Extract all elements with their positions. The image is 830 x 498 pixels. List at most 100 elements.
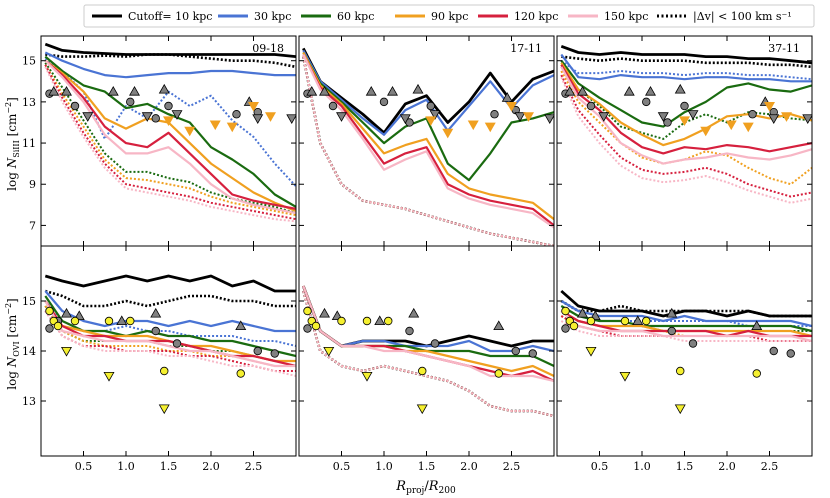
x-tick-label: 1.0	[633, 460, 651, 473]
obs-grey-circle	[172, 339, 182, 348]
obs-yellow-triangle-down	[361, 371, 373, 382]
x-tick-label: 1.5	[160, 460, 178, 473]
panel-label: 37-11	[768, 42, 800, 55]
obs-grey-circle	[561, 324, 570, 333]
axis-labels: log NSiIII [cm−2] log NOVI [cm−2] Rproj/…	[4, 97, 456, 496]
solid-series-4	[44, 59, 296, 210]
obs-orange-triangle-down	[679, 116, 690, 127]
y-axis-label-ovi: log NOVI [cm−2]	[4, 298, 21, 390]
panel-0-2: 37-11	[556, 35, 813, 247]
obs-grey-triangle-down	[252, 114, 264, 124]
x-tick-label: 2.0	[202, 460, 220, 473]
panel-markers	[45, 306, 279, 415]
obs-grey-circle	[379, 97, 389, 107]
obs-grey-triangle-down	[82, 112, 94, 122]
obs-grey-triangle-up	[564, 85, 576, 96]
obs-yellow-circle	[586, 316, 596, 326]
obs-yellow-circle	[418, 366, 427, 376]
obs-grey-circle	[151, 114, 160, 123]
panel-curves	[302, 47, 554, 246]
legend: Cutoff= 10 kpc 30 kpc 60 kpc 90 kpc 120 kpc 1…	[83, 4, 815, 28]
solid-series-5	[560, 66, 812, 165]
x-tick-label: 0.5	[333, 460, 351, 473]
obs-grey-triangle-up	[61, 85, 72, 96]
obs-grey-circle	[70, 101, 80, 111]
obs-grey-triangle-up	[158, 83, 170, 94]
obs-yellow-circle	[311, 321, 321, 331]
obs-grey-triangle-up	[107, 85, 119, 96]
obs-grey-triangle-up	[751, 320, 763, 331]
solid-series-0	[44, 274, 296, 293]
y-tick-label: 15	[22, 295, 36, 308]
obs-yellow-circle	[236, 369, 245, 378]
dotted-series-0	[45, 53, 296, 69]
x-tick-label: 0.5	[75, 460, 93, 473]
solid-series-2	[44, 55, 296, 208]
solid-series-0	[560, 44, 812, 65]
panel-curves	[44, 42, 296, 223]
obs-grey-triangle-up	[493, 320, 505, 331]
obs-orange-triangle-down	[484, 122, 496, 133]
obs-grey-circle	[586, 101, 596, 111]
panel-markers	[303, 306, 537, 415]
obs-yellow-circle	[160, 366, 169, 376]
obs-orange-triangle-down	[163, 116, 174, 127]
obs-grey-circle	[232, 110, 241, 119]
obs-yellow-circle	[362, 316, 372, 326]
x-tick-label: 2.5	[245, 460, 263, 473]
legend-box	[83, 4, 815, 28]
obs-orange-triangle-down	[506, 102, 517, 112]
obs-grey-circle	[748, 110, 757, 119]
panel-label: 09-18	[252, 42, 284, 55]
y-tick-label: 7	[29, 219, 36, 232]
x-tick-label: 2.5	[761, 460, 779, 473]
obs-grey-triangle-down	[514, 112, 526, 122]
obs-grey-triangle-up	[408, 307, 420, 318]
obs-orange-triangle-down	[742, 122, 754, 133]
dotted-series-0	[561, 55, 812, 69]
obs-yellow-triangle-down	[674, 404, 686, 415]
obs-orange-triangle-down	[425, 116, 437, 127]
solid-series-2	[560, 305, 812, 333]
obs-grey-triangle-down	[336, 112, 347, 122]
obs-orange-triangle-down	[467, 120, 479, 131]
solid-series-3	[302, 285, 554, 377]
x-tick-label: 2.0	[718, 460, 736, 473]
legend-label-0: Cutoff= 10 kpc	[128, 10, 212, 23]
obs-grey-triangle-up	[306, 85, 318, 96]
legend-label-5: 150 kpc	[604, 10, 648, 23]
solid-series-1	[44, 51, 296, 79]
panel-0-0: 7 9 11 13 15 09-18	[22, 35, 297, 247]
obs-grey-triangle-up	[61, 307, 72, 318]
solid-series-5	[302, 54, 554, 229]
x-tick-label: 0.5	[591, 460, 609, 473]
obs-grey-triangle-down	[286, 114, 296, 124]
obs-grey-circle	[769, 346, 778, 356]
obs-grey-triangle-up	[387, 85, 398, 96]
obs-orange-triangle-down	[725, 120, 737, 131]
obs-grey-triangle-up	[577, 85, 588, 96]
obs-grey-circle	[511, 346, 520, 356]
obs-grey-circle	[151, 326, 160, 336]
obs-yellow-circle	[53, 321, 63, 331]
y-tick-label: 15	[22, 55, 36, 68]
obs-grey-triangle-down	[768, 114, 780, 124]
y-tick-label: 13	[22, 395, 36, 408]
panel-1-2: 0.5 1.0 1.5 2.0 2.5	[556, 245, 813, 473]
obs-yellow-circle	[642, 316, 651, 326]
obs-yellow-circle	[126, 316, 135, 326]
solid-series-4	[560, 64, 812, 155]
obs-yellow-circle	[337, 316, 346, 326]
dotted-series-2	[44, 62, 296, 215]
obs-orange-triangle-down	[226, 122, 238, 133]
dotted-series-5	[44, 310, 296, 377]
obs-yellow-circle	[676, 366, 685, 376]
obs-grey-triangle-up	[150, 307, 162, 318]
obs-grey-triangle-up	[674, 83, 686, 94]
obs-yellow-circle	[384, 316, 393, 326]
obs-yellow-triangle-down	[416, 404, 428, 415]
obs-grey-triangle-up	[319, 307, 330, 318]
obs-grey-circle	[786, 349, 795, 358]
legend-label-4: 120 kpc	[514, 10, 558, 23]
solid-series-0	[302, 47, 554, 135]
